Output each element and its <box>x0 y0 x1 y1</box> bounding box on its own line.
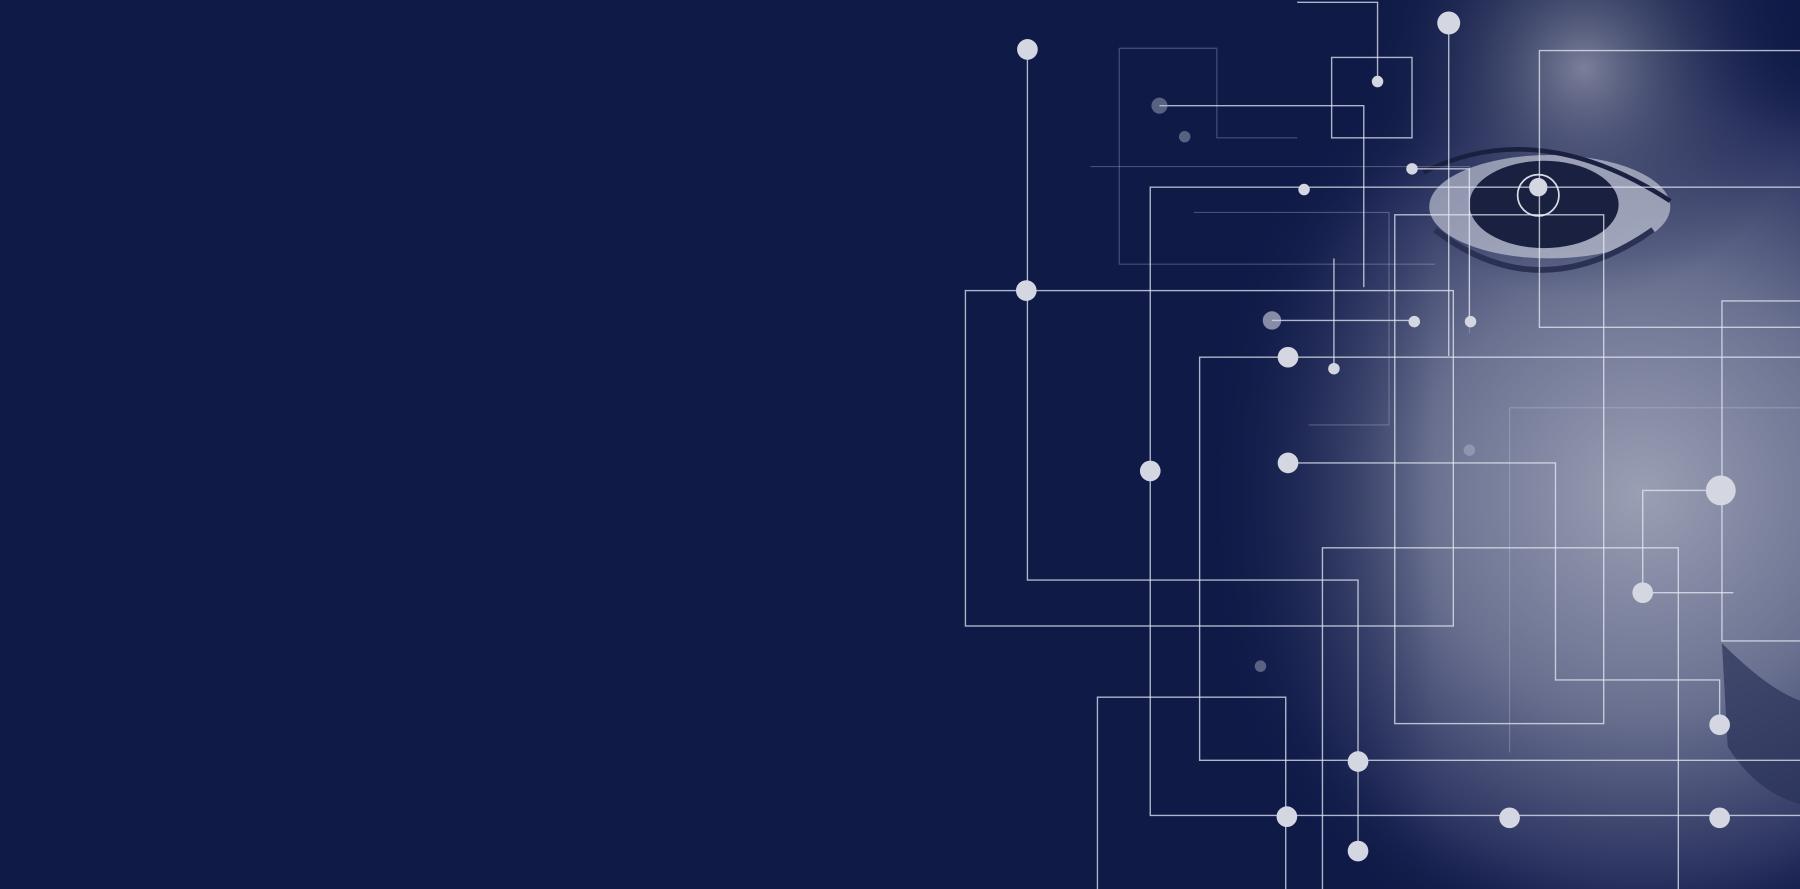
circuit-lines <box>964 1 1800 889</box>
face-image <box>1205 0 1800 889</box>
circuit-nodes <box>1015 11 1736 862</box>
